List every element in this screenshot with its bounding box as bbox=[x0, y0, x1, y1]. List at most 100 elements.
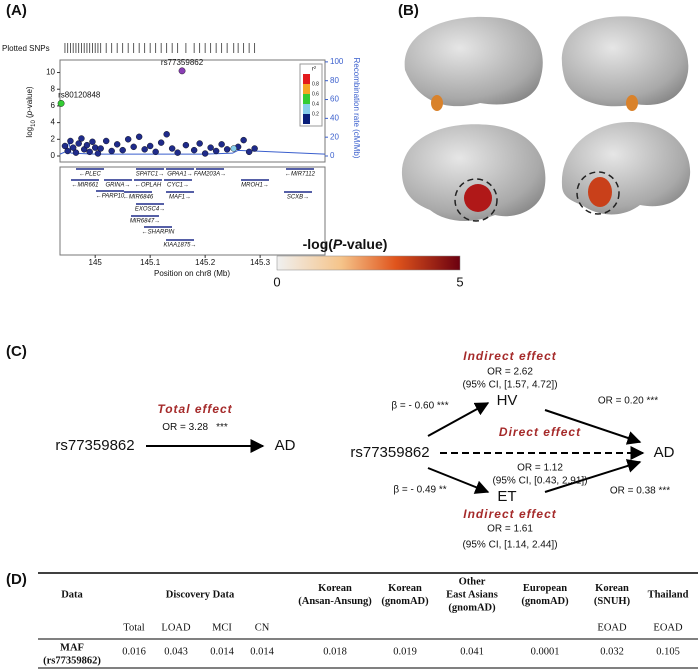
snp-point bbox=[64, 147, 71, 155]
path-stat: β = - 0.60 *** bbox=[391, 401, 448, 412]
effect-title: Indirect effect bbox=[463, 349, 556, 363]
panel-label: (B) bbox=[398, 2, 419, 19]
lead-snp-point bbox=[178, 67, 186, 75]
table-cell: 0.041 bbox=[460, 646, 484, 657]
gene-label: ←PLEC bbox=[79, 172, 101, 178]
snp-point bbox=[124, 136, 132, 143]
y-tick-label: 8 bbox=[51, 84, 56, 93]
scale-max: 5 bbox=[456, 274, 463, 289]
brain-highlight bbox=[626, 95, 638, 111]
table-cell: 0.105 bbox=[656, 646, 680, 657]
snp-point bbox=[168, 145, 176, 152]
scale-title: -log(P-value) bbox=[303, 236, 388, 252]
snp-point bbox=[75, 140, 82, 147]
gene-label: ←MIR7112 bbox=[285, 172, 316, 178]
table-subheader: EOAD bbox=[597, 622, 627, 633]
y-tick-label: 6 bbox=[51, 101, 56, 110]
legend-swatch bbox=[303, 114, 310, 124]
legend-swatch bbox=[303, 74, 310, 84]
y2-tick-label: 100 bbox=[330, 57, 344, 66]
brain-highlight bbox=[464, 184, 492, 212]
path-stat: OR = 0.20 *** bbox=[598, 396, 658, 407]
scale-title-part: -log( bbox=[303, 236, 334, 252]
gene-label: MAF1→ bbox=[169, 195, 191, 201]
effect-ci: (95% CI, [1.57, 4.72]) bbox=[462, 380, 557, 391]
snp-point bbox=[78, 135, 85, 142]
y-label-part: log bbox=[25, 127, 34, 138]
node: rs77359862 bbox=[55, 437, 134, 454]
effect-stat: OR = 3.28 *** bbox=[162, 422, 228, 433]
legend-label: 0.8 bbox=[312, 81, 319, 87]
brain-medial-left bbox=[401, 124, 546, 222]
brain-lateral-left bbox=[404, 16, 543, 107]
effect-stat-value: OR = 3.28 bbox=[162, 422, 208, 433]
gene-label: FAM203A→ bbox=[194, 172, 226, 178]
snp-point bbox=[146, 142, 154, 150]
snp-point bbox=[130, 143, 137, 151]
node: rs77359862 bbox=[350, 444, 429, 461]
arrow bbox=[544, 459, 642, 493]
snp-point bbox=[207, 144, 214, 151]
table-header: (gnomAD) bbox=[521, 596, 569, 607]
gene-label: GPAA1→ bbox=[167, 172, 193, 178]
dashed-circle bbox=[576, 171, 620, 215]
snp-point bbox=[89, 138, 96, 146]
snp-point bbox=[135, 133, 143, 141]
snp-point bbox=[72, 149, 80, 156]
effect-title: Indirect effect bbox=[463, 507, 556, 521]
table: Data Discovery Data Korean (Ansan-Ansung) Ko… bbox=[43, 576, 688, 666]
gene-label: MROH1→ bbox=[241, 183, 269, 189]
y2-tick-label: 80 bbox=[330, 76, 339, 85]
table-header: East Asians bbox=[446, 589, 498, 600]
node: ET bbox=[497, 488, 516, 505]
snp-point bbox=[190, 146, 198, 154]
y-tick-label: 2 bbox=[51, 134, 56, 143]
path-stat: β = - 0.49 ** bbox=[393, 485, 446, 496]
y-tick-label: 4 bbox=[51, 118, 56, 127]
legend-label: 0.6 bbox=[312, 91, 319, 97]
snp-point bbox=[108, 147, 115, 155]
table-header: Korean bbox=[318, 583, 352, 594]
plot-frame bbox=[59, 59, 326, 163]
table-subheader: MCI bbox=[212, 622, 232, 633]
y-label-part: p bbox=[25, 110, 34, 116]
snp-point bbox=[69, 144, 77, 151]
table-subheader: EOAD bbox=[653, 622, 683, 633]
x-tick-label: 145 bbox=[89, 258, 103, 267]
table-header: (SNUH) bbox=[594, 596, 631, 607]
x-tick-label: 145.1 bbox=[140, 258, 161, 267]
y-axis-label: log10 (p-value) bbox=[25, 86, 36, 138]
snp-label: rs77359862 bbox=[161, 58, 204, 67]
y2-tick-label: 40 bbox=[330, 113, 339, 122]
table-header: Korean bbox=[388, 583, 422, 594]
brain-highlight bbox=[431, 95, 443, 111]
panel-label: (D) bbox=[6, 571, 27, 588]
effect-stat: OR = 1.61 bbox=[487, 524, 533, 535]
gene-label: CYC1→ bbox=[167, 183, 189, 189]
snp-point bbox=[86, 148, 93, 156]
snp-track-label: Plotted SNPs bbox=[2, 44, 50, 53]
gene-label: EXOSC4→ bbox=[135, 207, 165, 213]
x-tick-label: 145.2 bbox=[195, 258, 216, 267]
legend-title: r² bbox=[312, 67, 316, 73]
x-axis-label: Position on chr8 (Mb) bbox=[154, 269, 230, 278]
node: AD bbox=[654, 444, 675, 461]
legend-swatch bbox=[303, 104, 310, 114]
table-header: Korean bbox=[595, 583, 629, 594]
table-header: Data bbox=[61, 589, 83, 600]
table-cell: 0.014 bbox=[250, 646, 274, 657]
table-subheader: Total bbox=[123, 622, 145, 633]
gene-label: KIAA1875→ bbox=[163, 243, 196, 249]
y2-tick-label: 0 bbox=[330, 151, 335, 160]
node: AD bbox=[275, 437, 296, 454]
table-cell: 0.043 bbox=[164, 646, 188, 657]
gene-label: MIR6847→ bbox=[130, 219, 160, 225]
arrow bbox=[427, 467, 490, 494]
snp-point bbox=[119, 146, 126, 154]
panel-label: (C) bbox=[6, 343, 27, 360]
snp-point bbox=[157, 139, 165, 146]
snp-label: rs80120848 bbox=[58, 91, 101, 100]
scale-title-part: P bbox=[333, 236, 343, 252]
gene-label: GRINA→ bbox=[105, 183, 130, 189]
path-stat: OR = 0.38 *** bbox=[610, 486, 670, 497]
